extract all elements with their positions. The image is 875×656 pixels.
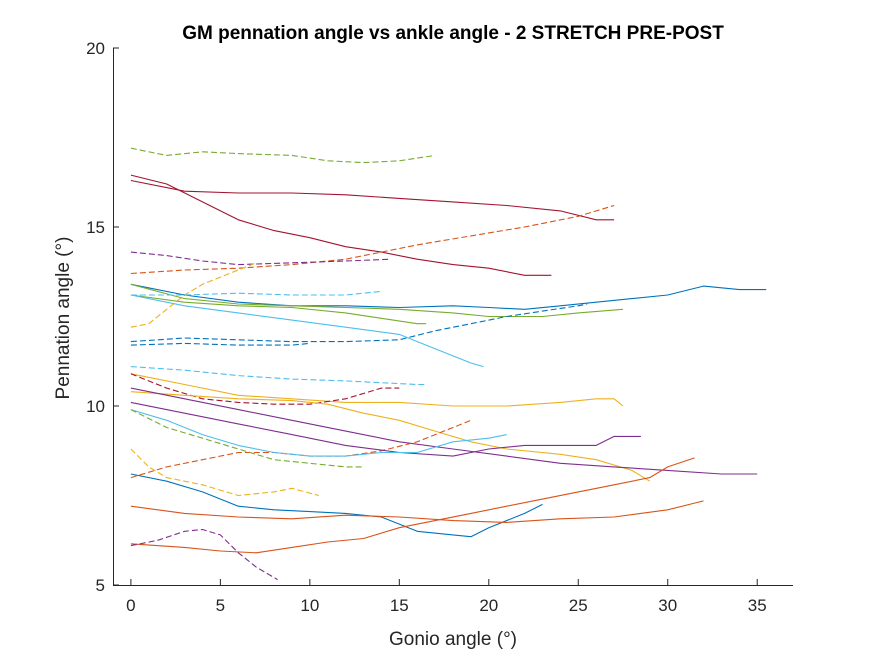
x-tick-label: 5 — [216, 596, 225, 615]
y-tick-label: 20 — [86, 39, 105, 58]
series-line-25 — [130, 500, 704, 523]
series-line-4 — [130, 204, 615, 275]
series-line-2 — [130, 179, 615, 221]
series-line-24 — [130, 473, 543, 538]
ticks-layer: 0 5 10 15 20 25 30 35 5 10 15 20 — [86, 39, 767, 615]
x-tick-label: 0 — [126, 596, 135, 615]
series-line-20 — [130, 401, 641, 457]
y-tick-label: 15 — [86, 218, 105, 237]
x-tick-label: 25 — [569, 596, 588, 615]
x-tick-label: 30 — [658, 596, 677, 615]
series-line-10 — [130, 294, 484, 368]
series-line-11 — [130, 290, 382, 296]
series-line-9 — [130, 294, 427, 325]
y-tick-label: 5 — [96, 576, 105, 595]
series-line-7 — [130, 283, 767, 310]
x-tick-label: 20 — [479, 596, 498, 615]
series-line-18 — [130, 387, 758, 475]
series-line-23 — [130, 448, 319, 497]
series-line-3 — [130, 174, 552, 276]
x-tick-label: 35 — [748, 596, 767, 615]
x-axis-label: Gonio angle (°) — [389, 629, 517, 650]
chart-title: GM pennation angle vs ankle angle - 2 ST… — [182, 23, 724, 44]
series-line-14 — [130, 366, 427, 386]
series-line-27 — [130, 528, 278, 581]
series-line-21 — [130, 409, 507, 457]
axes-layer — [113, 47, 793, 586]
y-tick-label: 10 — [86, 397, 105, 416]
series-line-5 — [130, 251, 391, 266]
series-line-6 — [130, 262, 257, 328]
series-layer — [130, 147, 767, 581]
series-line-26 — [130, 457, 695, 554]
series-line-1 — [130, 147, 436, 164]
series-line-15 — [130, 373, 624, 407]
series-line-22 — [130, 409, 364, 468]
x-tick-label: 15 — [390, 596, 409, 615]
x-tick-label: 10 — [300, 596, 319, 615]
series-line-8 — [130, 283, 624, 318]
series-line-17 — [130, 391, 651, 482]
y-axis-label: Pennation angle (°) — [53, 237, 74, 400]
series-line-16 — [130, 373, 400, 405]
series-line-13 — [130, 342, 310, 346]
